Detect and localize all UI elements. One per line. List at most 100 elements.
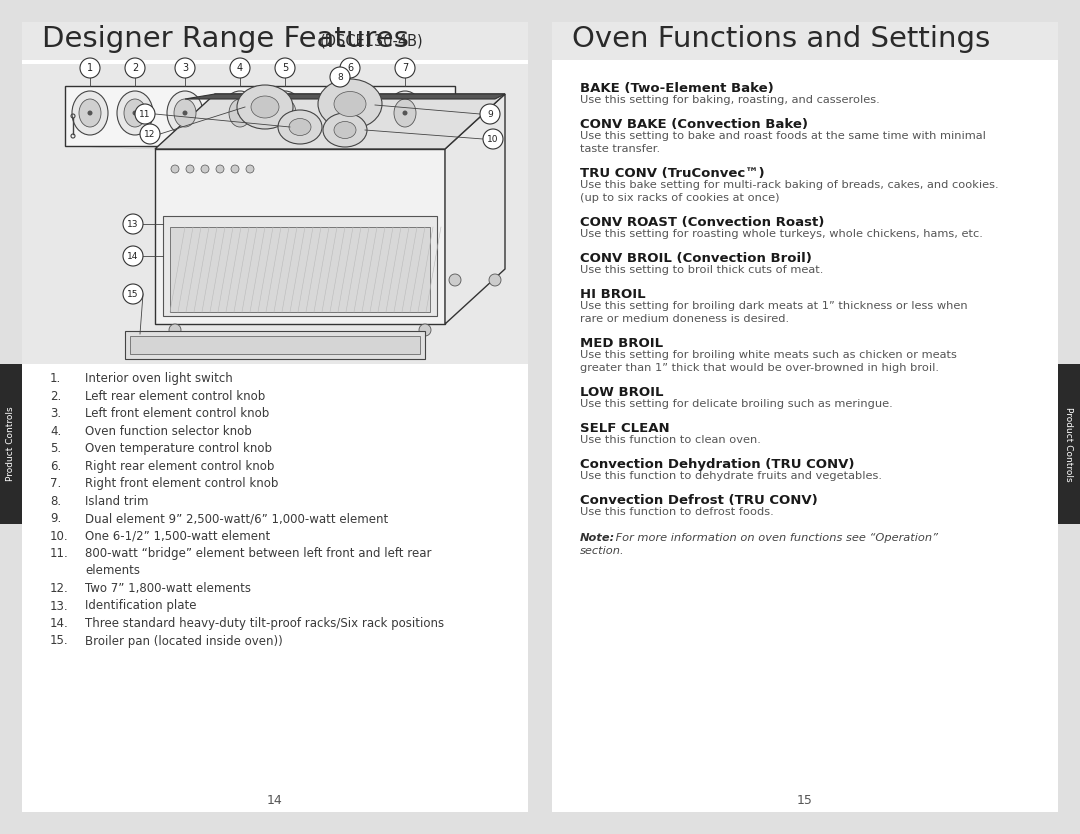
Text: Use this setting for roasting whole turkeys, whole chickens, hams, etc.: Use this setting for roasting whole turk… <box>580 229 983 239</box>
Text: 14.: 14. <box>50 617 69 630</box>
Text: Three standard heavy-duty tilt-proof racks/Six rack positions: Three standard heavy-duty tilt-proof rac… <box>85 617 444 630</box>
Ellipse shape <box>72 91 108 135</box>
Text: 13.: 13. <box>50 600 69 612</box>
Text: 2: 2 <box>132 63 138 73</box>
Text: Use this setting for broiling dark meats at 1” thickness or less when: Use this setting for broiling dark meats… <box>580 301 968 311</box>
Polygon shape <box>65 146 205 149</box>
Text: Product Controls: Product Controls <box>6 407 15 481</box>
Text: Use this function to clean oven.: Use this function to clean oven. <box>580 435 761 445</box>
Polygon shape <box>445 94 505 324</box>
Circle shape <box>340 58 360 78</box>
Circle shape <box>449 274 461 286</box>
Text: LOW BROIL: LOW BROIL <box>580 386 663 399</box>
Text: 12: 12 <box>145 129 156 138</box>
Circle shape <box>480 104 500 124</box>
Text: 9.: 9. <box>50 512 62 525</box>
Text: taste transfer.: taste transfer. <box>580 144 660 154</box>
Circle shape <box>175 58 195 78</box>
Polygon shape <box>156 94 505 149</box>
Text: Use this bake setting for multi-rack baking of breads, cakes, and cookies.: Use this bake setting for multi-rack bak… <box>580 180 999 190</box>
Text: Island trim: Island trim <box>85 495 149 508</box>
Text: CONV ROAST (Convection Roast): CONV ROAST (Convection Roast) <box>580 216 824 229</box>
Circle shape <box>140 124 160 144</box>
Text: 8.: 8. <box>50 495 62 508</box>
Text: Broiler pan (located inside oven)): Broiler pan (located inside oven)) <box>85 635 283 647</box>
Polygon shape <box>185 94 505 99</box>
Ellipse shape <box>318 79 382 129</box>
Ellipse shape <box>323 113 367 147</box>
Text: 11: 11 <box>139 109 151 118</box>
Ellipse shape <box>229 99 251 127</box>
Text: Convection Dehydration (TRU CONV): Convection Dehydration (TRU CONV) <box>580 458 854 471</box>
Circle shape <box>403 110 407 115</box>
Text: HI BROIL: HI BROIL <box>580 288 646 301</box>
Text: For more information on oven functions see “Operation”: For more information on oven functions s… <box>612 533 939 543</box>
Text: 14: 14 <box>267 795 283 807</box>
Circle shape <box>133 110 137 115</box>
Text: 1.: 1. <box>50 372 62 385</box>
Text: BAKE (Two-Element Bake): BAKE (Two-Element Bake) <box>580 82 773 95</box>
Text: 6: 6 <box>347 63 353 73</box>
Circle shape <box>395 58 415 78</box>
Text: 10: 10 <box>487 134 499 143</box>
Text: 2.: 2. <box>50 389 62 403</box>
Circle shape <box>230 58 249 78</box>
Text: Use this setting for broiling white meats such as chicken or meats: Use this setting for broiling white meat… <box>580 350 957 360</box>
Ellipse shape <box>267 91 303 135</box>
Circle shape <box>330 67 350 87</box>
Text: (up to six racks of cookies at once): (up to six racks of cookies at once) <box>580 193 780 203</box>
Ellipse shape <box>339 99 361 127</box>
Text: greater than 1” thick that would be over-browned in high broil.: greater than 1” thick that would be over… <box>580 363 939 373</box>
Text: 10.: 10. <box>50 530 69 542</box>
Text: Left rear element control knob: Left rear element control knob <box>85 389 266 403</box>
Text: 12.: 12. <box>50 582 69 595</box>
Ellipse shape <box>332 91 368 135</box>
Text: One 6-1/2” 1,500-watt element: One 6-1/2” 1,500-watt element <box>85 530 270 542</box>
Text: Use this setting for delicate broiling such as meringue.: Use this setting for delicate broiling s… <box>580 399 893 409</box>
Text: Oven temperature control knob: Oven temperature control knob <box>85 442 272 455</box>
Ellipse shape <box>274 99 296 127</box>
Text: Use this function to dehydrate fruits and vegetables.: Use this function to dehydrate fruits an… <box>580 471 882 481</box>
Text: elements: elements <box>85 565 140 577</box>
Text: Convection Defrost (TRU CONV): Convection Defrost (TRU CONV) <box>580 494 818 507</box>
Text: 800-watt “bridge” element between left front and left rear: 800-watt “bridge” element between left f… <box>85 547 432 560</box>
FancyBboxPatch shape <box>125 331 426 359</box>
FancyBboxPatch shape <box>552 22 1058 812</box>
Text: Oven Functions and Settings: Oven Functions and Settings <box>572 25 990 53</box>
Ellipse shape <box>278 110 322 144</box>
FancyBboxPatch shape <box>65 86 455 146</box>
Circle shape <box>348 110 352 115</box>
Text: Oven function selector knob: Oven function selector knob <box>85 425 252 438</box>
Text: 3.: 3. <box>50 407 62 420</box>
Text: 4: 4 <box>237 63 243 73</box>
Text: Product Controls: Product Controls <box>1065 407 1074 481</box>
Ellipse shape <box>251 96 279 118</box>
Circle shape <box>216 165 224 173</box>
Ellipse shape <box>289 118 311 135</box>
Ellipse shape <box>167 91 203 135</box>
FancyBboxPatch shape <box>130 336 420 354</box>
Circle shape <box>489 274 501 286</box>
Circle shape <box>483 129 503 149</box>
Ellipse shape <box>394 99 416 127</box>
Circle shape <box>125 58 145 78</box>
Ellipse shape <box>334 122 356 138</box>
Text: Interior oven light switch: Interior oven light switch <box>85 372 233 385</box>
Circle shape <box>246 165 254 173</box>
Text: 15: 15 <box>797 795 813 807</box>
Text: 14: 14 <box>127 252 138 260</box>
Text: 11.: 11. <box>50 547 69 560</box>
Text: MED BROIL: MED BROIL <box>580 337 663 350</box>
Circle shape <box>135 104 156 124</box>
Text: section.: section. <box>580 546 624 556</box>
Text: CONV BAKE (Convection Bake): CONV BAKE (Convection Bake) <box>580 118 808 131</box>
Text: Two 7” 1,800-watt elements: Two 7” 1,800-watt elements <box>85 582 251 595</box>
Text: 13: 13 <box>127 219 138 229</box>
FancyBboxPatch shape <box>22 22 528 60</box>
FancyBboxPatch shape <box>1058 364 1080 524</box>
Ellipse shape <box>222 91 258 135</box>
Text: 5.: 5. <box>50 442 62 455</box>
Text: Use this setting to bake and roast foods at the same time with minimal: Use this setting to bake and roast foods… <box>580 131 986 141</box>
Circle shape <box>201 165 210 173</box>
Text: SELF CLEAN: SELF CLEAN <box>580 422 670 435</box>
